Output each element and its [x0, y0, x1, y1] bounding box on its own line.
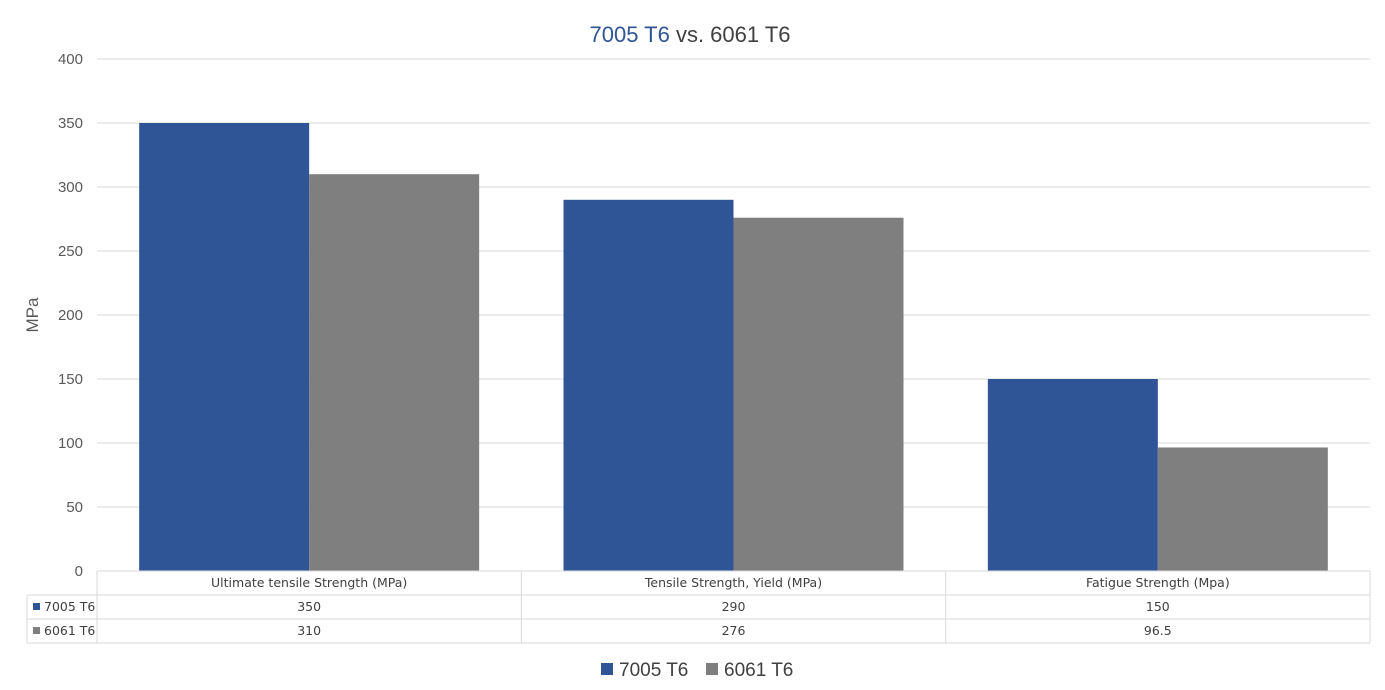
y-axis-label: MPa: [23, 297, 42, 333]
data-table: Ultimate tensile Strength (MPa) Tensile S…: [26, 570, 1371, 644]
category-label: Ultimate tensile Strength (MPa): [211, 575, 407, 590]
bar-6061-t6-2: [733, 217, 904, 571]
data-label: 276: [722, 623, 746, 638]
bar-7005-t6-1: [139, 123, 310, 571]
chart-title: 7005 T6 vs. 6061 T6: [589, 22, 790, 47]
y-tick-label: 250: [58, 243, 83, 260]
table-legend-key: [33, 603, 40, 610]
y-tick-label: 400: [58, 51, 83, 68]
table-legend-key: [33, 627, 40, 634]
legend-key-1: [601, 663, 613, 675]
table-series-name: 6061 T6: [44, 623, 95, 638]
bars: [139, 123, 1328, 572]
category-label: Fatigue Strength (Mpa): [1086, 575, 1230, 590]
title-part-rest: vs. 6061 T6: [670, 22, 791, 47]
bar-7005-t6-2: [563, 199, 734, 572]
data-label: 96.5: [1144, 623, 1172, 638]
y-tick-label: 150: [58, 371, 83, 388]
data-label: 150: [1146, 599, 1170, 614]
legend-key-2: [706, 663, 718, 675]
legend: 7005 T6 6061 T6: [601, 660, 793, 681]
y-tick-label: 350: [58, 115, 83, 132]
data-label: 290: [722, 599, 746, 614]
y-tick-label: 100: [58, 435, 83, 452]
y-tick-label: 0: [75, 563, 83, 580]
data-label: 310: [297, 623, 321, 638]
y-axis-ticks: 0 50 100 150 200 250 300 350 400: [58, 51, 83, 580]
y-tick-label: 200: [58, 307, 83, 324]
bar-6061-t6-1: [309, 174, 480, 571]
legend-label: 7005 T6: [619, 660, 688, 681]
bar-7005-t6-3: [987, 379, 1158, 571]
category-label: Tensile Strength, Yield (MPa): [644, 575, 822, 590]
bar-6061-t6-3: [1157, 447, 1328, 571]
legend-label: 6061 T6: [724, 660, 793, 681]
title-part-accent: 7005 T6: [589, 22, 669, 47]
data-label: 350: [297, 599, 321, 614]
table-series-name: 7005 T6: [44, 599, 95, 614]
y-tick-label: 300: [58, 179, 83, 196]
y-tick-label: 50: [66, 499, 83, 516]
